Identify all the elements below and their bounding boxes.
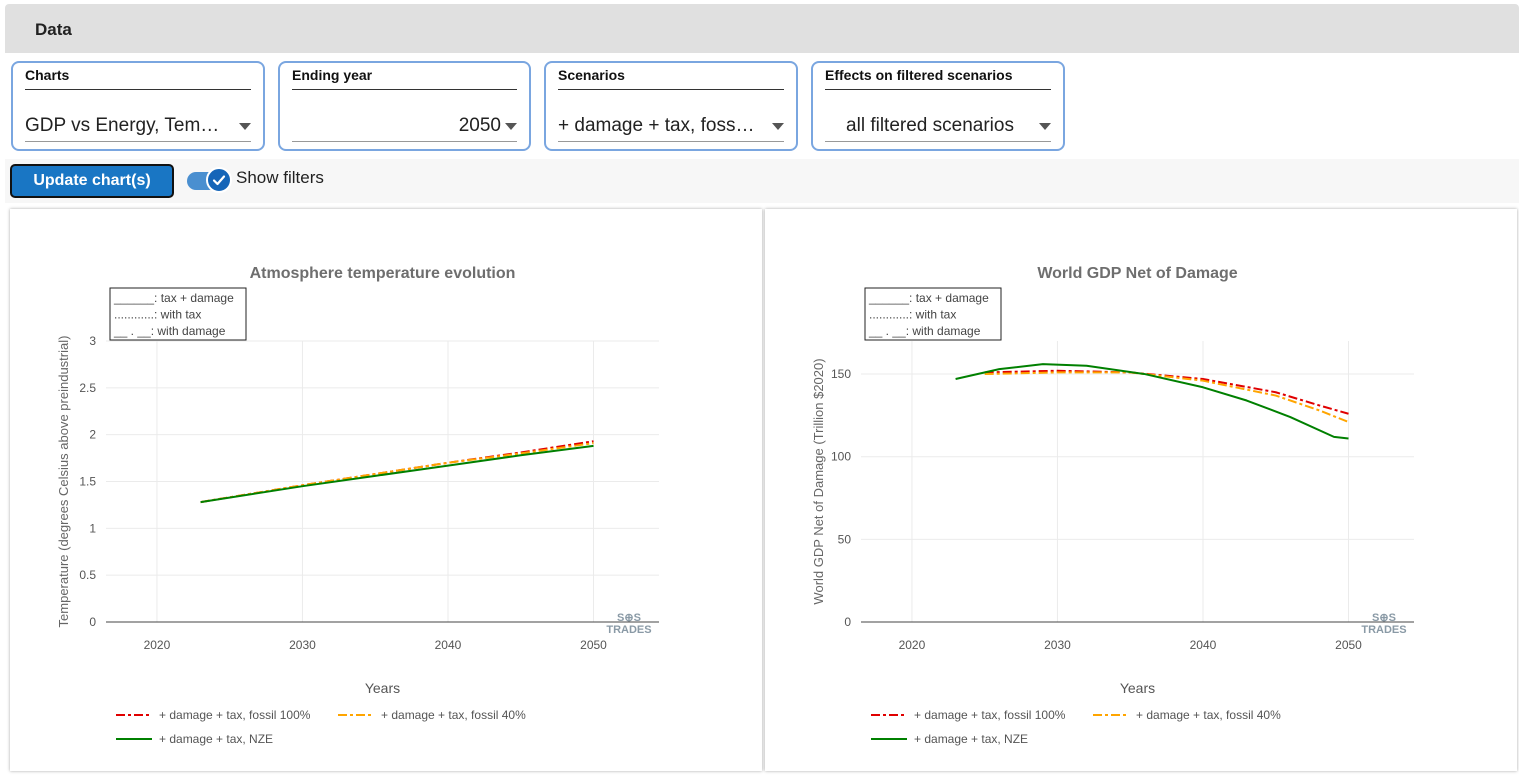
y-axis-label: Temperature (degrees Celsius above prein…: [56, 336, 71, 628]
ending-year-select[interactable]: 2050: [292, 111, 517, 142]
x-tick-label: 2040: [1190, 638, 1217, 652]
ending-year-select-value: 2050: [458, 115, 501, 136]
line-style-legend-entry: ............: with tax: [114, 308, 201, 322]
series-line-damage-tax-fossil-100: [984, 369, 1349, 415]
y-tick-label: 2.5: [79, 381, 96, 395]
legend-entry-damage-tax-fossil-100[interactable]: + damage + tax, fossil 100%: [159, 708, 311, 722]
x-tick-label: 2030: [289, 638, 316, 652]
filter-effects-label: Effects on filtered scenarios: [825, 67, 1051, 90]
y-tick-label: 150: [831, 367, 851, 381]
line-style-legend-box: [109, 287, 247, 341]
effects-select-value: all filtered scenarios: [846, 115, 1014, 136]
y-axis-label: World GDP Net of Damage (Trillion $2020): [811, 358, 826, 604]
action-bar: [5, 159, 1519, 203]
y-tick-label: 3: [89, 334, 96, 348]
y-tick-label: 0: [844, 615, 851, 629]
chevron-down-icon: [239, 122, 251, 130]
y-tick-label: 50: [838, 532, 852, 546]
filter-charts-label: Charts: [25, 67, 251, 90]
series-line-damage-tax-fossil-40: [984, 371, 1349, 423]
chevron-down-icon: [772, 122, 784, 130]
filter-effects: Effects on filtered scenarios all filter…: [811, 61, 1065, 151]
gdp-chart-panel: World GDP Net of Damage 2020 2030 2040 2050 0…: [765, 209, 1517, 771]
logo-text: TRADES: [606, 624, 651, 636]
filter-scenarios: Scenarios + damage + tax, foss…: [544, 61, 798, 151]
x-tick-label: 2020: [899, 638, 926, 652]
legend-entry-damage-tax-fossil-40[interactable]: + damage + tax, fossil 40%: [381, 708, 526, 722]
y-tick-label: 0: [89, 615, 96, 629]
x-tick-label: 2030: [1044, 638, 1071, 652]
line-style-legend-entry: __ . __: with damage: [113, 324, 226, 338]
line-style-legend-box: [864, 287, 1002, 341]
scenarios-select[interactable]: + damage + tax, foss…: [558, 111, 784, 142]
show-filters-label: Show filters: [236, 168, 324, 187]
series-line-damage-tax-nze: [200, 444, 594, 504]
x-tick-label: 2050: [1335, 638, 1362, 652]
filter-charts: Charts GDP vs Energy, Tem…: [11, 61, 265, 151]
legend-entry-damage-tax-nze[interactable]: + damage + tax, NZE: [159, 732, 273, 746]
x-tick-label: 2020: [144, 638, 171, 652]
effects-select[interactable]: all filtered scenarios: [825, 111, 1051, 142]
data-header-bar: Data: [5, 4, 1519, 53]
y-tick-label: 0.5: [79, 568, 96, 582]
x-axis-label: Years: [1120, 680, 1155, 696]
filter-scenarios-label: Scenarios: [558, 67, 784, 90]
chevron-down-icon: [505, 122, 517, 130]
chart-title: Atmosphere temperature evolution: [250, 265, 516, 282]
chevron-down-icon: [1039, 122, 1051, 130]
line-style-legend-entry: __ . __: with damage: [868, 324, 981, 338]
line-style-legend-entry: ______: tax + damage: [868, 291, 989, 305]
y-tick-label: 100: [831, 450, 851, 464]
temperature-chart-panel: Atmosphere temperature evolution 2020 2030…: [10, 209, 762, 771]
series-line-damage-tax-nze: [955, 363, 1349, 440]
y-tick-label: 1.5: [79, 475, 96, 489]
logo-text: TRADES: [1361, 624, 1406, 636]
x-tick-label: 2040: [435, 638, 462, 652]
check-icon: [212, 175, 226, 186]
charts-select[interactable]: GDP vs Energy, Tem…: [25, 111, 251, 142]
charts-select-value: GDP vs Energy, Tem…: [25, 115, 220, 136]
legend-entry-damage-tax-nze[interactable]: + damage + tax, NZE: [914, 732, 1028, 746]
y-tick-label: 1: [89, 521, 96, 535]
show-filters-toggle-knob[interactable]: [206, 167, 232, 193]
scenarios-select-value: + damage + tax, foss…: [558, 115, 755, 136]
logo-text: S⊕S: [617, 612, 641, 624]
legend-entry-damage-tax-fossil-40[interactable]: + damage + tax, fossil 40%: [1136, 708, 1281, 722]
legend-entry-damage-tax-fossil-100[interactable]: + damage + tax, fossil 100%: [914, 708, 1066, 722]
gdp-chart: World GDP Net of Damage 2020 2030 2040 2050 0…: [811, 265, 1414, 746]
chart-title: World GDP Net of Damage: [1037, 265, 1237, 282]
x-tick-label: 2050: [580, 638, 607, 652]
x-axis-label: Years: [365, 680, 400, 696]
y-tick-label: 2: [89, 428, 96, 442]
logo-text: S⊕S: [1372, 612, 1396, 624]
filter-ending-year: Ending year 2050: [278, 61, 531, 151]
data-header-title: Data: [35, 20, 72, 39]
update-charts-button[interactable]: Update chart(s): [10, 164, 174, 198]
line-style-legend-entry: ............: with tax: [869, 308, 956, 322]
line-style-legend-entry: ______: tax + damage: [113, 291, 234, 305]
filter-ending-year-label: Ending year: [292, 67, 517, 90]
